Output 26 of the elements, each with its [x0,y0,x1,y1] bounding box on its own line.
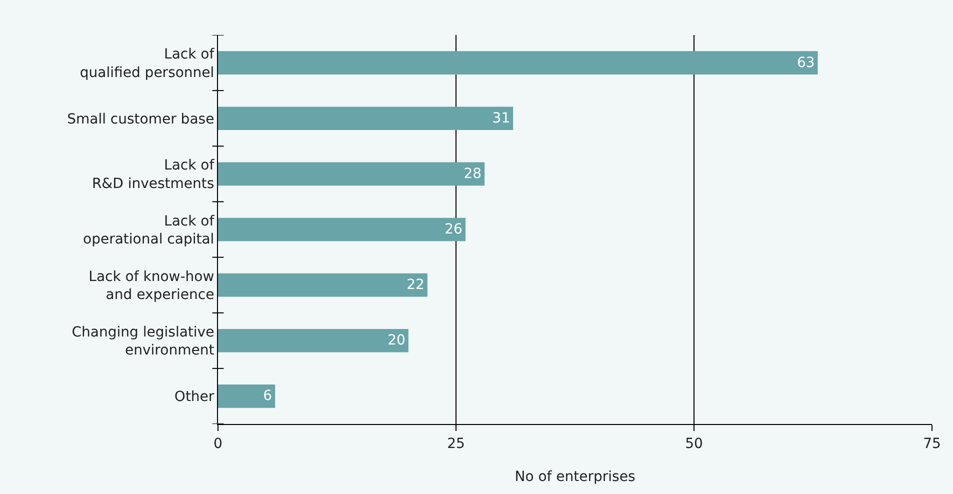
data-label: 28 [464,166,482,182]
y-tick-label: Lack of operational capital [83,213,216,248]
x-tick-label: 75 [923,436,941,452]
bar [218,384,276,408]
bar [218,218,466,242]
x-tick-label: 50 [685,436,703,452]
y-tick-label: Other [174,389,214,406]
data-label: 6 [263,388,272,404]
y-tick-label: Lack of know-how and experience [88,268,214,304]
x-tick-label: 0 [214,436,222,452]
y-tick-label: Lack of qualified personnel [80,46,216,81]
data-label: 26 [444,222,463,238]
data-label: 22 [406,277,424,294]
bar [218,162,485,186]
data-label: 20 [388,332,406,349]
y-tick-label: Lack of R&D investments [92,158,216,192]
x-axis-title: No of enterprises [514,469,636,486]
bar [218,328,408,352]
bar [218,273,428,297]
y-tick-label: Changing legislative environment [72,324,215,359]
data-label: 63 [796,54,815,71]
x-tick-label: 25 [447,436,465,452]
y-tick-label: Small customer base [67,111,214,128]
data-label: 31 [492,110,510,126]
bar [218,51,818,74]
bar [218,106,514,130]
